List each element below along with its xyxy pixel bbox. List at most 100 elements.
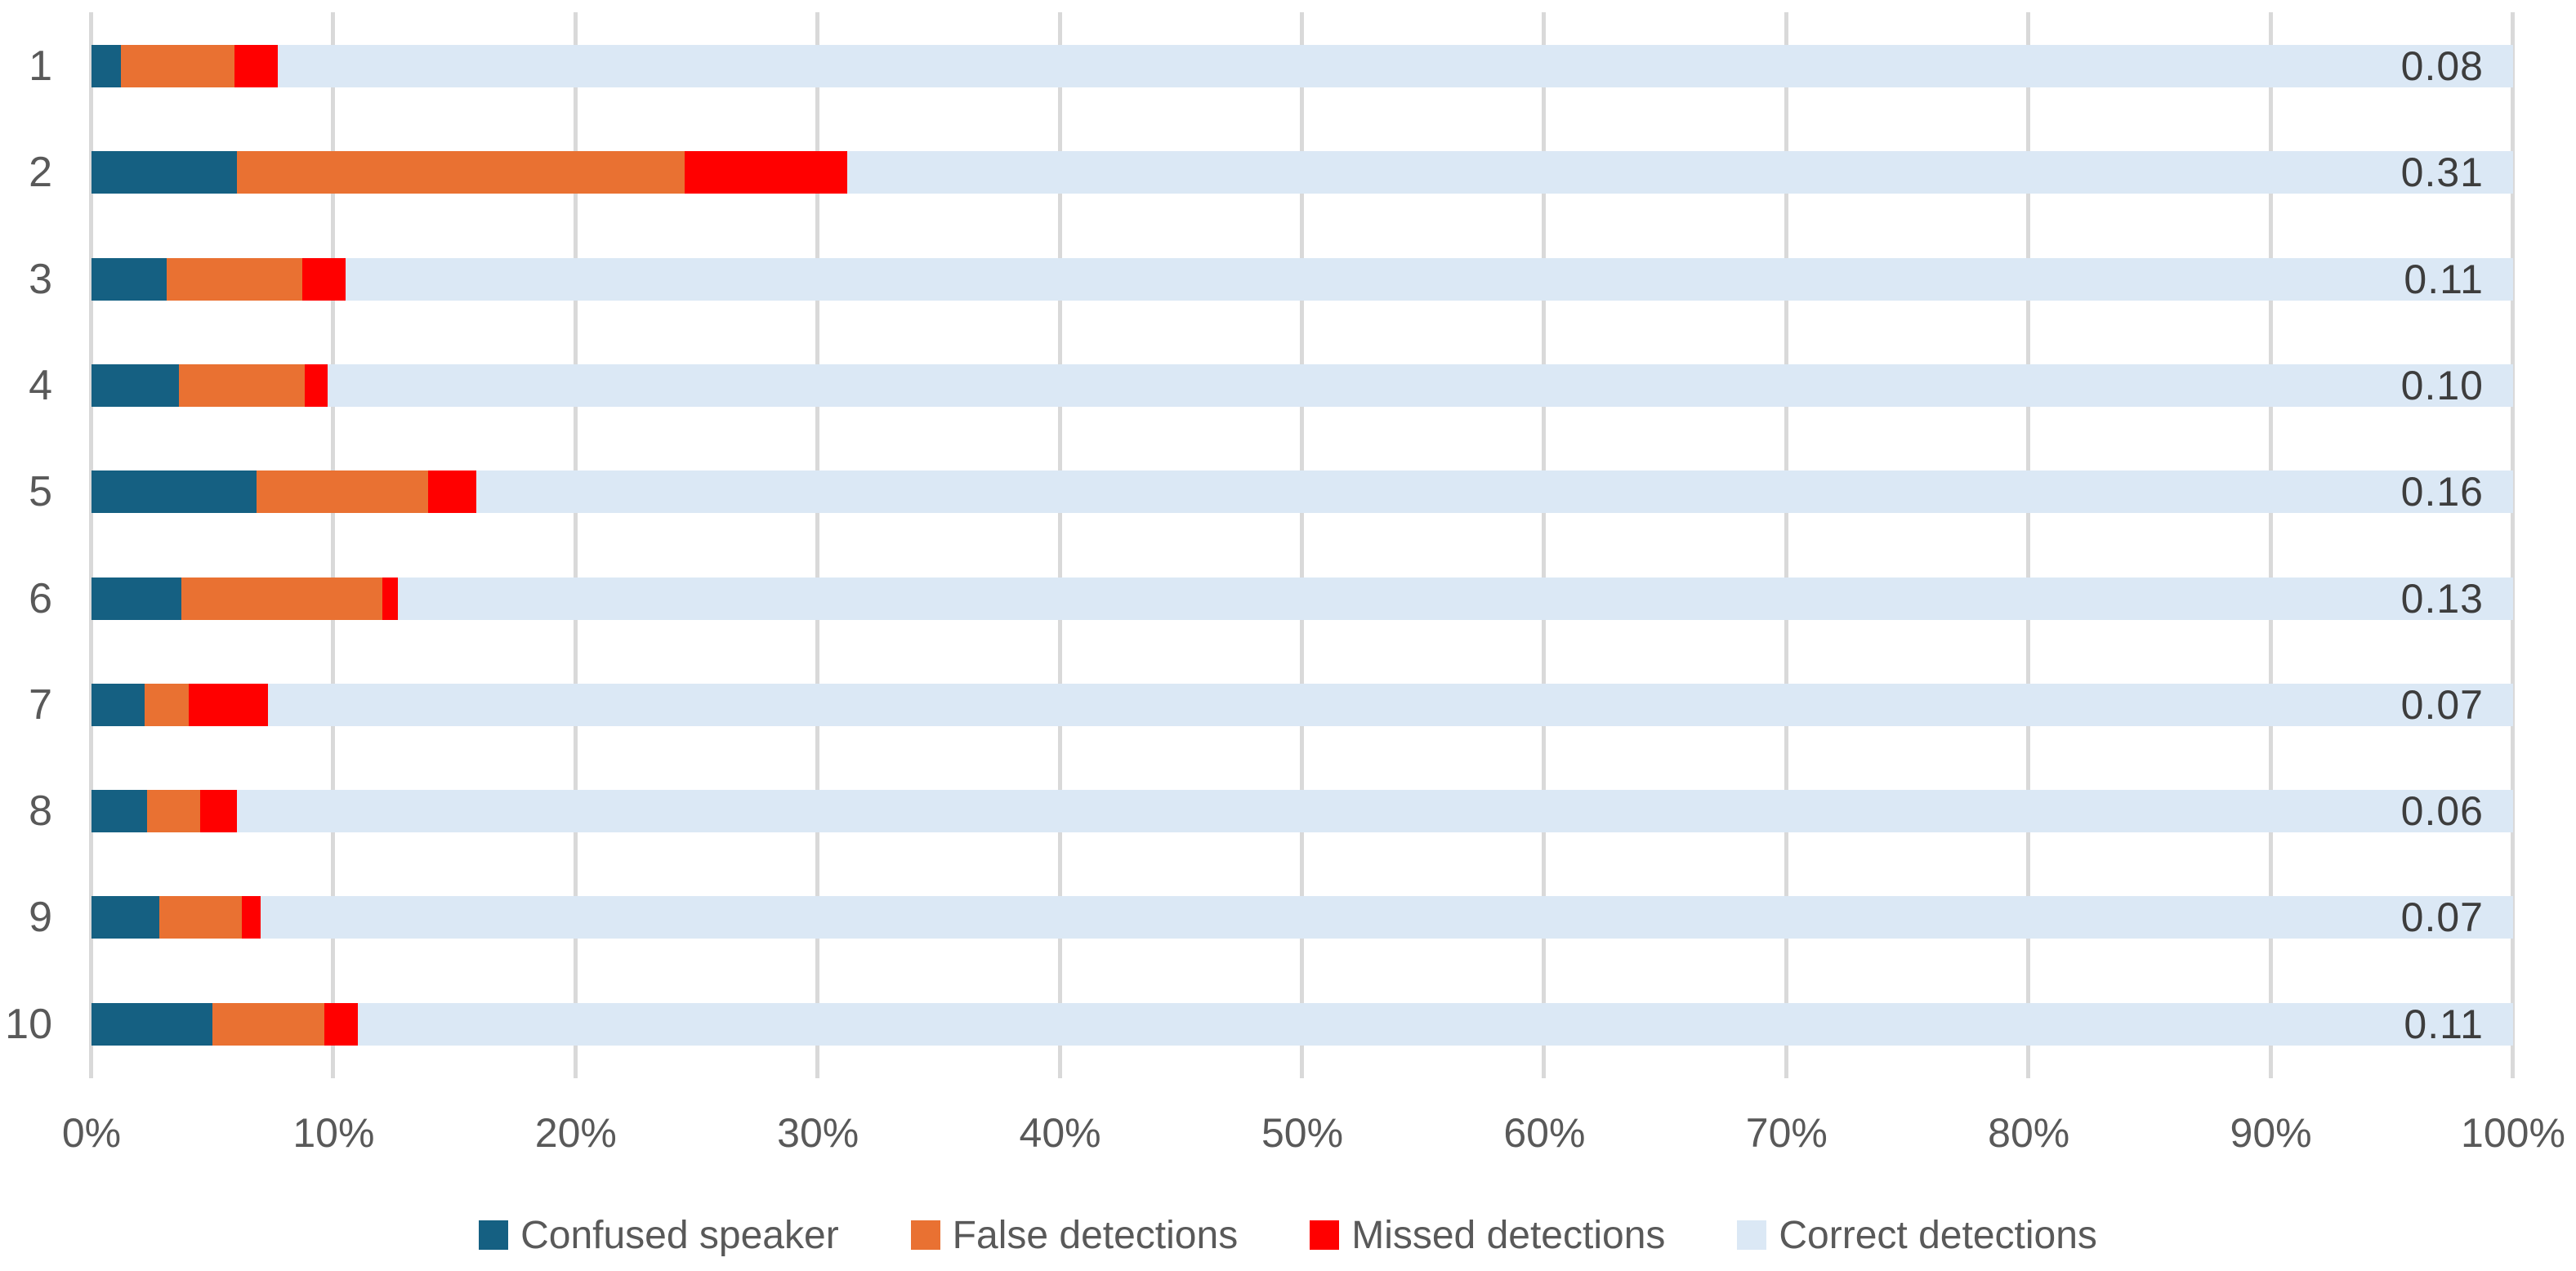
segment-false-detections (166, 257, 302, 301)
legend-swatch-icon (1310, 1220, 1340, 1250)
category-label-9: 9 (29, 894, 52, 942)
gridline-50% (1300, 12, 1304, 1078)
x-tick-label-70%: 70% (1745, 1110, 1828, 1156)
bar-row-4: 0.10 (92, 362, 2513, 408)
segment-false-detections (181, 577, 382, 620)
x-tick-label-20%: 20% (534, 1110, 617, 1156)
category-label-6: 6 (29, 574, 52, 622)
gridline-60% (1542, 12, 1547, 1078)
bar-value-label: 0.07 (2400, 681, 2484, 728)
legend-label: False detections (952, 1213, 1239, 1257)
x-tick-label-80%: 80% (1988, 1110, 2070, 1156)
segment-confused-speaker (92, 790, 148, 833)
gridline-20% (573, 12, 578, 1078)
bar-row-6: 0.13 (92, 575, 2513, 622)
bar-row-5: 0.16 (92, 469, 2513, 515)
x-tick-label-50%: 50% (1261, 1110, 1344, 1156)
bar-row-1: 0.08 (92, 43, 2513, 89)
segment-correct-detections (268, 683, 2513, 726)
segment-false-detections (147, 790, 201, 833)
legend: Confused speaker False detections Missed d… (0, 1211, 2576, 1260)
segment-missed-detections (324, 1002, 359, 1046)
segment-correct-detections (476, 470, 2513, 514)
category-label-7: 7 (29, 680, 52, 729)
bar-value-label: 0.10 (2400, 362, 2484, 408)
segment-missed-detections (234, 45, 279, 87)
legend-item-false-detections: False detections (910, 1213, 1239, 1258)
segment-confused-speaker (92, 683, 145, 726)
legend-swatch-icon (910, 1220, 940, 1250)
bar-value-label: 0.31 (2400, 149, 2484, 196)
segment-confused-speaker (92, 896, 159, 939)
segment-correct-detections (846, 151, 2513, 194)
legend-item-confused-speaker: Confused speaker (479, 1213, 839, 1258)
gridline-100% (2511, 12, 2515, 1078)
bar-row-7: 0.07 (92, 681, 2513, 728)
x-tick-label-60%: 60% (1503, 1110, 1586, 1156)
bar-value-label: 0.11 (2404, 256, 2484, 302)
segment-correct-detections (261, 896, 2513, 939)
segment-correct-detections (397, 577, 2513, 620)
segment-missed-detections (685, 151, 847, 194)
segment-correct-detections (327, 363, 2513, 407)
bar-row-3: 0.11 (92, 256, 2513, 302)
x-tick-label-30%: 30% (777, 1110, 859, 1156)
gridline-40% (1057, 12, 1062, 1078)
segment-confused-speaker (92, 1002, 213, 1046)
bar-value-label: 0.13 (2400, 575, 2484, 622)
segment-missed-detections (382, 577, 398, 620)
segment-missed-detections (200, 790, 237, 833)
segment-confused-speaker (92, 45, 121, 87)
legend-swatch-icon (1737, 1220, 1767, 1250)
legend-label: Missed detections (1351, 1213, 1666, 1257)
x-tick-label-10%: 10% (292, 1110, 375, 1156)
category-label-2: 2 (29, 149, 52, 197)
bar-value-label: 0.07 (2400, 894, 2484, 941)
gridline-30% (815, 12, 820, 1078)
segment-missed-detections (427, 470, 477, 514)
segment-false-detections (145, 683, 189, 726)
segment-correct-detections (358, 1002, 2513, 1046)
segment-false-detections (178, 363, 305, 407)
bar-value-label: 0.11 (2404, 1001, 2484, 1047)
segment-confused-speaker (92, 151, 237, 194)
segment-correct-detections (278, 45, 2513, 87)
segment-missed-detections (301, 257, 346, 301)
segment-false-detections (158, 896, 242, 939)
category-label-1: 1 (29, 42, 52, 90)
bar-row-9: 0.07 (92, 894, 2513, 941)
segment-correct-detections (346, 257, 2513, 301)
gridline-90% (2268, 12, 2273, 1078)
bar-value-label: 0.08 (2400, 43, 2484, 89)
legend-item-correct-detections: Correct detections (1737, 1213, 2097, 1258)
legend-item-missed-detections: Missed detections (1310, 1213, 1665, 1258)
segment-missed-detections (241, 896, 261, 939)
gridline-10% (331, 12, 336, 1078)
segment-confused-speaker (92, 257, 167, 301)
segment-false-detections (256, 470, 428, 514)
x-tick-label-90%: 90% (2230, 1110, 2312, 1156)
category-label-5: 5 (29, 468, 52, 516)
segment-missed-detections (304, 363, 328, 407)
gridline-0% (89, 12, 93, 1078)
gridline-70% (1784, 12, 1788, 1078)
x-tick-label-100%: 100% (2461, 1110, 2565, 1156)
gridline-80% (2026, 12, 2031, 1078)
category-label-3: 3 (29, 255, 52, 303)
category-label-8: 8 (29, 787, 52, 836)
segment-confused-speaker (92, 470, 257, 514)
legend-label: Correct detections (1779, 1213, 2097, 1257)
segment-false-detections (236, 151, 685, 194)
legend-label: Confused speaker (520, 1213, 839, 1257)
segment-correct-detections (236, 790, 2513, 833)
category-label-4: 4 (29, 361, 52, 409)
legend-swatch-icon (479, 1220, 509, 1250)
x-tick-label-40%: 40% (1019, 1110, 1101, 1156)
segment-confused-speaker (92, 363, 179, 407)
segment-missed-detections (188, 683, 269, 726)
segment-false-detections (212, 1002, 324, 1046)
category-label-10: 10 (5, 1000, 52, 1048)
bar-row-8: 0.06 (92, 788, 2513, 834)
segment-false-detections (120, 45, 234, 87)
